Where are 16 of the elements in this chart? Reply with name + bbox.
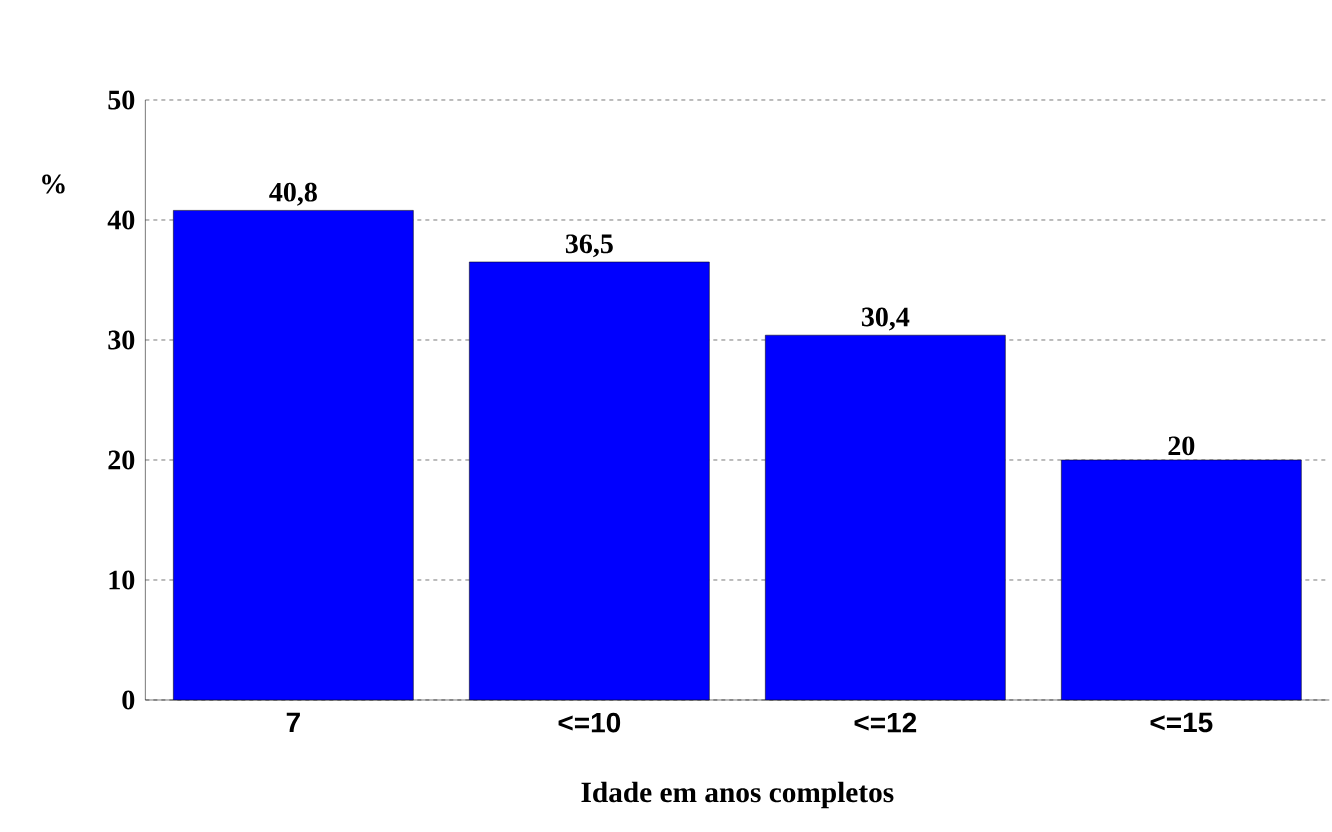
y-tick-label: 30 xyxy=(108,330,135,350)
x-tick-label: <=15 xyxy=(1150,712,1213,733)
x-tick-label: 7 xyxy=(286,712,300,732)
y-tick-label: 50 xyxy=(108,90,135,110)
y-tick-label: 10 xyxy=(109,570,135,590)
y-axis-title: % xyxy=(42,174,65,194)
x-tick-label: <=12 xyxy=(854,712,917,733)
y-tick-label: 0 xyxy=(122,690,135,710)
x-tick-label: <=10 xyxy=(558,712,621,733)
data-label: 40,8 xyxy=(269,182,317,206)
y-tick-label: 40 xyxy=(107,210,135,230)
y-tick-label: 20 xyxy=(108,450,135,470)
x-axis-title: Idade em anos completos xyxy=(581,781,894,809)
data-label: 30,4 xyxy=(861,307,910,331)
data-label: 36,5 xyxy=(565,234,613,258)
data-label: 20 xyxy=(1168,436,1195,456)
